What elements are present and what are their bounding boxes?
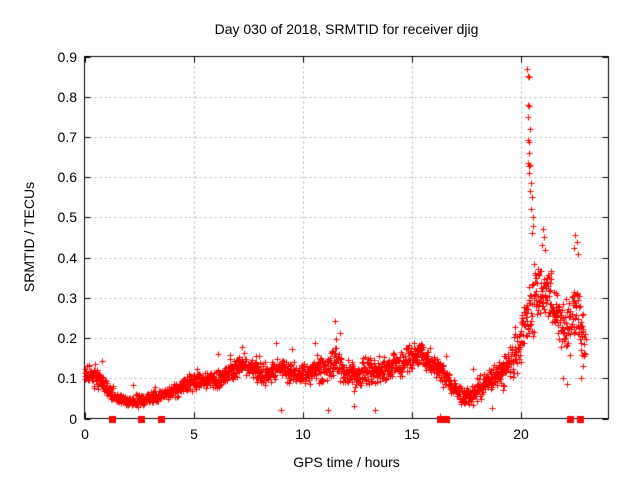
- y-tick-label: 0.6: [57, 169, 77, 185]
- x-tick-label: 5: [190, 426, 198, 442]
- x-tick-label: 20: [513, 426, 529, 442]
- y-tick-label: 0.3: [57, 290, 77, 306]
- x-tick-label: 15: [404, 426, 420, 442]
- y-tick-label: 0.7: [57, 129, 77, 145]
- y-tick-label: 0.2: [57, 330, 77, 346]
- y-tick-label: 0.8: [57, 89, 77, 105]
- x-tick-label: 10: [295, 426, 311, 442]
- x-tick-label: 0: [81, 426, 89, 442]
- y-tick-label: 0.9: [57, 49, 77, 65]
- y-tick-label: 0.5: [57, 209, 77, 225]
- y-axis-label: SRMTID / TECUs: [21, 181, 37, 293]
- y-tick-label: 0: [69, 411, 77, 427]
- y-tick-label: 0.4: [57, 250, 77, 266]
- y-tick-label: 0.1: [57, 370, 77, 386]
- x-axis-label: GPS time / hours: [293, 454, 400, 470]
- chart-title: Day 030 of 2018, SRMTID for receiver dji…: [214, 21, 479, 37]
